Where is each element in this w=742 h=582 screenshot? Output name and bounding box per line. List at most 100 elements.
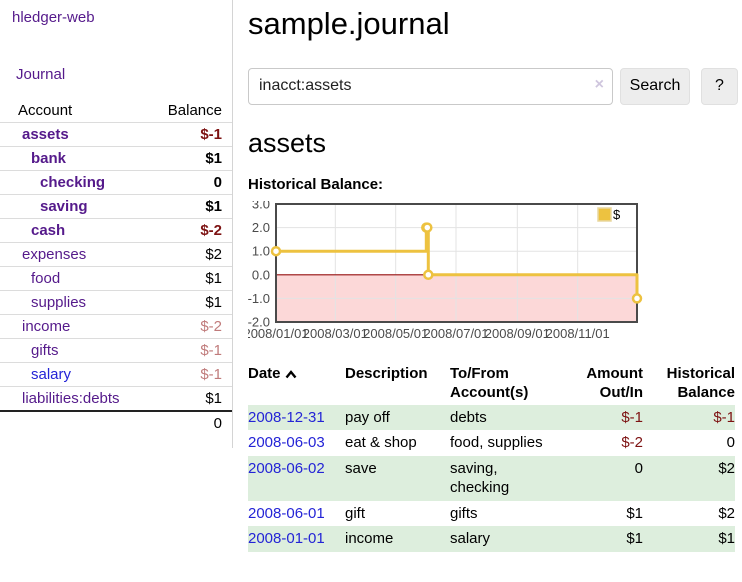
y-tick-label: 0.0 <box>252 267 270 282</box>
x-tick-label: 2008/07/01 <box>423 326 488 341</box>
account-row: assets $-1 <box>0 122 232 146</box>
register-rows: 2008-12-31 pay off debts $-1 $-1 2008-06-03 ea… <box>248 404 735 552</box>
transaction-date-link[interactable]: 2008-12-31 <box>248 408 325 426</box>
register-table: Date Description To/From Account(s) Amou… <box>248 363 735 552</box>
account-heading: assets <box>248 127 327 158</box>
account-balance: $-1 <box>200 126 222 143</box>
account-row: liabilities:debts $1 <box>0 386 232 410</box>
register-description: income <box>345 530 394 548</box>
register-amount: $1 <box>626 504 643 522</box>
account-link[interactable]: salary <box>31 366 72 383</box>
data-point-marker <box>422 222 433 233</box>
sort-ascending-icon <box>285 366 297 385</box>
account-row: checking 0 <box>0 170 232 194</box>
account-balance: $1 <box>205 294 222 311</box>
register-balance: $-1 <box>713 408 735 426</box>
register-balance: $2 <box>718 459 735 477</box>
data-point-marker <box>631 293 643 304</box>
plot-border <box>275 203 638 324</box>
y-tick-label: -2.0 <box>248 315 270 330</box>
column-header-description: Description <box>345 365 428 383</box>
account-balance: $-2 <box>200 318 222 335</box>
column-header-date[interactable]: Date <box>248 363 345 405</box>
account-link[interactable]: income <box>22 318 71 335</box>
register-date: 2008-06-02 <box>248 456 345 501</box>
account-table: Account Balance assets $-1 bank $1 checking 0… <box>0 98 232 434</box>
historical-balance-chart: 3.0 2.0 1.0 0.0 -1.0 -2.02008/01/012008/03/01… <box>248 201 643 341</box>
register-amount: $-2 <box>621 434 643 452</box>
account-link[interactable]: liabilities:debts <box>22 390 120 407</box>
x-tick-label: 2008/01/01 <box>248 326 309 341</box>
register-header-row: Date Description To/From Account(s) Amou… <box>248 363 735 405</box>
register-description: pay off <box>345 408 390 426</box>
register-balance: $2 <box>718 504 735 522</box>
data-point-marker <box>423 269 434 281</box>
x-tick-label: 2008/05/01 <box>363 326 428 341</box>
register-amount: 0 <box>634 459 643 477</box>
account-balance: $-1 <box>200 342 222 359</box>
register-date: 2008-12-31 <box>248 405 345 431</box>
register-row: 2008-06-01 gift gifts $1 $2 <box>248 501 735 527</box>
register-date: 2008-06-03 <box>248 430 345 456</box>
transaction-date-link[interactable]: 2008-06-01 <box>248 504 325 522</box>
app-brand-link[interactable]: hledger-web <box>12 9 95 26</box>
account-link[interactable]: gifts <box>31 342 59 359</box>
register-accounts: debts <box>450 408 487 426</box>
account-column-header: Account <box>18 101 73 119</box>
account-row: salary $-1 <box>0 362 232 386</box>
transaction-date-link[interactable]: 2008-06-03 <box>248 434 325 452</box>
account-link[interactable]: expenses <box>22 246 87 263</box>
register-row: 2008-12-31 pay off debts $-1 $-1 <box>248 404 735 431</box>
y-tick-label: -1.0 <box>248 291 270 306</box>
sidebar-item-journal[interactable]: Journal <box>16 66 66 83</box>
search-input[interactable] <box>248 67 613 105</box>
account-link[interactable]: bank <box>31 150 67 167</box>
account-balance: $-1 <box>200 366 222 383</box>
column-header-amount: Amount Out/In <box>586 365 643 401</box>
legend-label: $ <box>613 207 621 222</box>
register-date: 2008-01-01 <box>248 526 345 552</box>
register-description: save <box>345 459 377 477</box>
account-balance: 0 <box>213 174 222 191</box>
account-link[interactable]: checking <box>40 174 106 191</box>
chart-title: Historical Balance: <box>248 176 384 194</box>
account-rows: assets $-1 bank $1 checking 0 saving $1 cash $-2 e… <box>0 122 232 410</box>
page-title: sample.journal <box>248 6 450 41</box>
register-date: 2008-06-01 <box>248 501 345 527</box>
column-header-balance: Historical Balance <box>666 365 735 401</box>
register-row: 2008-06-02 save saving, checking 0 $2 <box>248 455 735 501</box>
clear-search-icon[interactable]: × <box>594 75 604 93</box>
register-description: gift <box>345 504 366 522</box>
transaction-date-link[interactable]: 2008-01-01 <box>248 530 325 548</box>
sidebar: hledger-web Journal Account Balance asse… <box>0 0 233 448</box>
account-link[interactable]: cash <box>31 222 66 239</box>
balance-column-header: Balance <box>167 101 222 119</box>
account-total-value: 0 <box>213 414 222 432</box>
account-link[interactable]: assets <box>22 126 69 143</box>
search-box: × <box>248 67 613 105</box>
transaction-date-link[interactable]: 2008-06-02 <box>248 459 325 477</box>
y-tick-label: 2.0 <box>252 220 270 235</box>
account-balance: $-2 <box>200 222 222 239</box>
account-table-header: Account Balance <box>0 98 232 122</box>
account-row: food $1 <box>0 266 232 290</box>
main-content: sample.journal × Search ? assets Histori… <box>248 0 742 552</box>
register-amount: $1 <box>626 530 643 548</box>
help-button[interactable]: ? <box>701 67 738 105</box>
account-link[interactable]: food <box>31 270 61 287</box>
register-row: 2008-01-01 income salary $1 $1 <box>248 526 735 552</box>
register-amount: $-1 <box>621 408 643 426</box>
search-button[interactable]: Search <box>620 67 690 105</box>
x-tick-label: 2008/03/01 <box>303 326 368 341</box>
column-header-accounts: To/From Account(s) <box>450 365 529 401</box>
y-tick-label: 1.0 <box>252 244 270 259</box>
account-balance: $1 <box>205 198 222 215</box>
account-balance: $1 <box>205 390 222 407</box>
account-row: gifts $-1 <box>0 338 232 362</box>
search-form: × Search ? <box>248 67 742 105</box>
account-link[interactable]: saving <box>40 198 88 215</box>
account-balance: $1 <box>205 270 222 287</box>
account-row: supplies $1 <box>0 290 232 314</box>
account-link[interactable]: supplies <box>31 294 87 311</box>
register-row: 2008-06-03 eat & shop food, supplies $-2 0 <box>248 430 735 456</box>
